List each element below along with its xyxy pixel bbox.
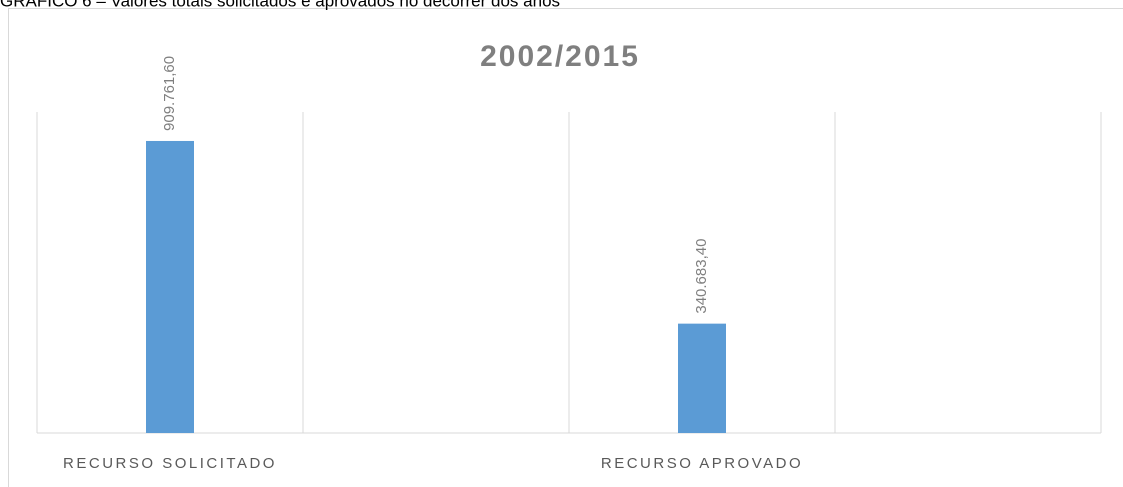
- chart-title: 2002/2015: [480, 40, 640, 73]
- data-label: 340.683,40: [693, 239, 710, 314]
- bar: [678, 323, 726, 433]
- data-label: 909.761,60: [161, 56, 178, 131]
- chart-border: [8, 8, 1123, 487]
- x-tick-label: RECURSO APROVADO: [601, 455, 803, 472]
- x-tick-label: RECURSO SOLICITADO: [63, 455, 277, 472]
- chart-caption: GRÁFICO 6 – Valores totais solicitados e…: [0, 0, 560, 10]
- bar: [146, 140, 194, 433]
